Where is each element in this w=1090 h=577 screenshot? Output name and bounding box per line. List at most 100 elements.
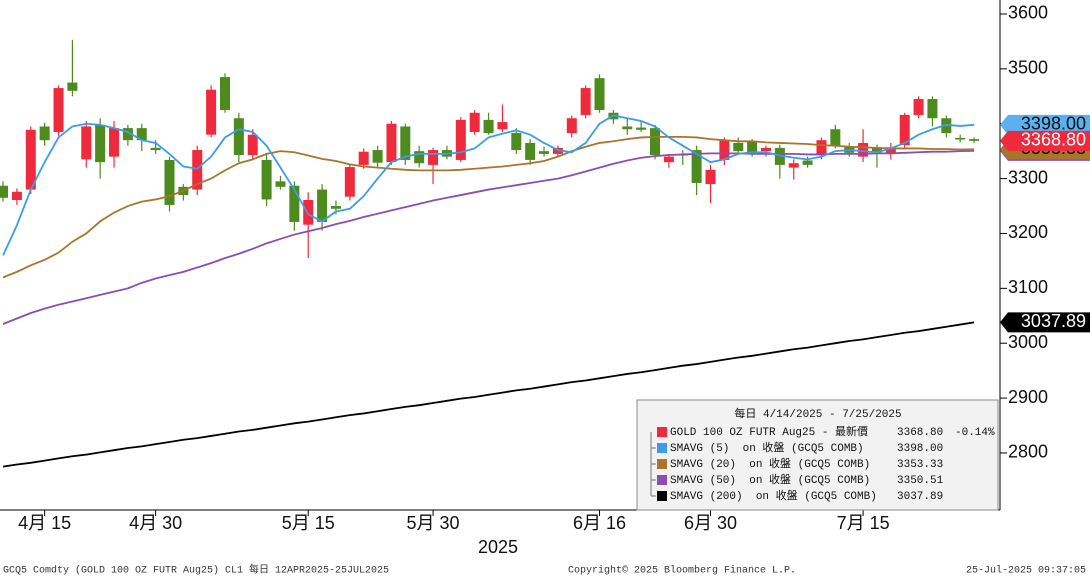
- candle-body: [663, 156, 674, 163]
- y-tick-label: 2800: [1008, 442, 1048, 462]
- candle-body: [344, 167, 355, 197]
- price-tag-label: 3398.00: [1021, 114, 1086, 134]
- x-tick-label: 6月 16: [573, 513, 626, 533]
- axes: 2800290030003100320033003400350036004月 1…: [18, 3, 1048, 533]
- candle-body: [219, 77, 230, 111]
- x-tick-label: 4月 30: [129, 513, 182, 533]
- y-tick-label: 3500: [1008, 58, 1048, 78]
- legend-value: 3368.80: [897, 427, 943, 439]
- candle-body: [733, 142, 744, 152]
- legend-label: SMAVG (5) on 收盤 (GCQ5 COMB): [670, 440, 864, 455]
- candle-body: [955, 137, 966, 140]
- candle-body: [969, 139, 980, 141]
- candle-body: [594, 78, 605, 111]
- y-tick-label: 2900: [1008, 387, 1048, 407]
- candle-body: [428, 150, 439, 165]
- candle-body: [705, 169, 716, 185]
- legend-value: 3350.51: [897, 475, 944, 487]
- candle-body: [691, 150, 702, 183]
- legend-label: SMAVG (200) on 收盤 (GCQ5 COMB): [670, 488, 877, 503]
- y-tick-label: 3000: [1008, 332, 1048, 352]
- moving-average-line: [2, 135, 975, 279]
- candle-body: [802, 160, 813, 165]
- legend-label: SMAVG (50) on 收盤 (GCQ5 COMB): [670, 472, 870, 487]
- candle-body: [247, 134, 258, 156]
- candle-body: [53, 88, 64, 132]
- candle-body: [650, 128, 661, 156]
- x-tick-label: 6月 30: [684, 513, 737, 533]
- candle-body: [109, 128, 120, 157]
- y-tick-label: 3100: [1008, 277, 1048, 297]
- candle-body: [67, 82, 78, 91]
- price-tag: [1000, 130, 1090, 151]
- candle-body: [39, 126, 50, 141]
- legend-tree: [650, 432, 656, 497]
- footer-right: 25-Jul-2025 09:37:05: [966, 565, 1086, 577]
- candle-body: [636, 127, 647, 130]
- candle-body: [788, 163, 799, 168]
- legend-label: GOLD 100 OZ FUTR Aug25 - 最新價: [670, 424, 868, 439]
- legend-swatch: [657, 427, 667, 437]
- candle-body: [539, 151, 550, 154]
- legend-label: SMAVG (20) on 收盤 (GCQ5 COMB): [670, 456, 870, 471]
- candle-body: [525, 142, 536, 160]
- legend-swatch: [657, 475, 667, 485]
- plot-area: [0, 39, 980, 468]
- footer-left: GCQ5 Comdty (GOLD 100 OZ FUTR Aug25) CL1…: [3, 563, 389, 577]
- candle-body: [275, 181, 286, 187]
- legend-change: -0.14%: [955, 427, 995, 439]
- candle-body: [927, 99, 938, 119]
- candle-body: [816, 140, 827, 156]
- legend-value: 3398.00: [897, 443, 943, 455]
- candle-body: [0, 185, 9, 198]
- candle-body: [358, 151, 369, 165]
- candle-body: [330, 206, 341, 209]
- moving-average-line: [2, 114, 975, 256]
- candle-body: [913, 99, 924, 115]
- legend-value: 3037.89: [897, 491, 943, 503]
- candle-body: [11, 191, 22, 200]
- candle-body: [192, 150, 203, 190]
- candle-body: [414, 151, 425, 164]
- candle-body: [469, 112, 480, 132]
- candle-body: [511, 133, 522, 151]
- price-tag-label: 3037.89: [1021, 311, 1086, 331]
- candle-body: [497, 122, 508, 130]
- legend: 每日 4/14/2025 - 7/25/2025 GOLD 100 OZ FUT…: [636, 399, 999, 511]
- x-tick-label: 5月 30: [407, 513, 460, 533]
- legend-swatch: [657, 443, 667, 453]
- candle-body: [233, 118, 244, 156]
- x-tick-label: 7月 15: [837, 513, 890, 533]
- candle-body: [400, 126, 411, 160]
- candle-body: [261, 159, 272, 200]
- candle-body: [289, 185, 300, 222]
- candle-body: [455, 119, 466, 160]
- legend-value: 3353.33: [897, 459, 943, 471]
- candle-body: [150, 147, 161, 151]
- price-tag-label: 3368.80: [1021, 130, 1086, 150]
- candle-body: [81, 126, 92, 160]
- candle-body: [885, 147, 896, 154]
- legend-swatch: [657, 491, 667, 501]
- y-tick-label: 3300: [1008, 167, 1048, 187]
- candle-body: [303, 199, 314, 225]
- x-axis-label: 2025: [478, 537, 518, 557]
- moving-average-line: [2, 321, 975, 468]
- candle-body: [136, 128, 147, 141]
- candle-body: [386, 123, 397, 163]
- candle-body: [566, 118, 577, 134]
- x-tick-label: 5月 15: [282, 513, 335, 533]
- candle-body: [747, 141, 758, 154]
- candle-body: [580, 88, 591, 115]
- candle-body: [317, 189, 328, 222]
- candle-body: [871, 147, 882, 153]
- candle-body: [858, 142, 869, 157]
- y-tick-label: 3600: [1008, 3, 1048, 23]
- candle-body: [483, 119, 494, 134]
- legend-swatch: [657, 459, 667, 469]
- candle-body: [122, 128, 133, 141]
- candle-body: [372, 150, 383, 163]
- candle-body: [830, 129, 841, 146]
